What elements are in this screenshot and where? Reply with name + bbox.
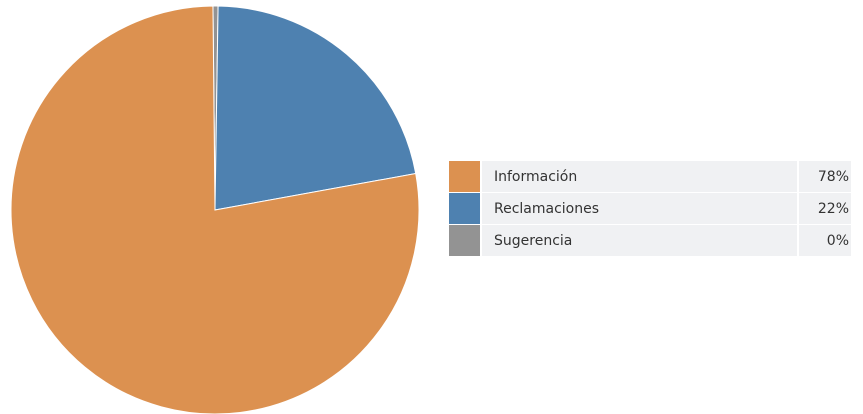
legend-value: 22% <box>818 201 849 217</box>
legend-value-cell <box>799 161 851 192</box>
legend-label: Reclamaciones <box>494 201 599 217</box>
pie-slice <box>10 5 420 414</box>
legend-label: Información <box>494 169 577 185</box>
legend-swatch <box>449 225 480 256</box>
legend-row <box>482 161 797 192</box>
legend-value-cell <box>799 193 851 224</box>
legend-row <box>482 225 797 256</box>
legend-value: 78% <box>818 169 849 185</box>
legend-label: Sugerencia <box>494 233 572 249</box>
legend-value-cell <box>799 225 851 256</box>
legend-value: 0% <box>827 233 849 249</box>
legend-swatch <box>449 161 480 192</box>
legend-swatch <box>449 193 480 224</box>
pie-slice <box>214 5 417 211</box>
legend-row <box>482 193 797 224</box>
